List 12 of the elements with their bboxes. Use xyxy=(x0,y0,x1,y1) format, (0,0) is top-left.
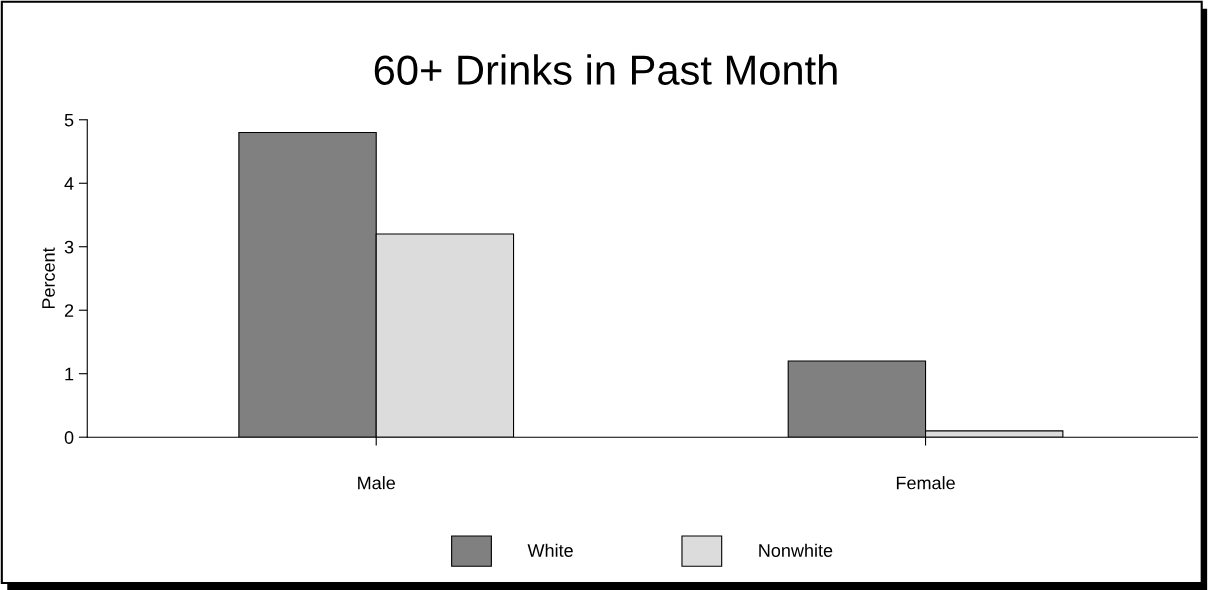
y-tick-label: 4 xyxy=(64,177,74,190)
legend-label: White xyxy=(527,543,573,557)
y-tick-label: 5 xyxy=(64,113,74,127)
y-tick-label: 2 xyxy=(64,304,74,317)
y-tick-label: 3 xyxy=(64,240,74,254)
chart-title: 60+ Drinks in Past Month xyxy=(374,54,837,85)
x-tick-label: Female xyxy=(896,476,955,490)
y-tick-label: 0 xyxy=(64,431,74,444)
legend-label: Nonwhite xyxy=(759,543,833,557)
y-axis-title: Percent xyxy=(42,247,55,309)
x-tick-label: Male xyxy=(358,476,395,490)
y-tick-label: 1 xyxy=(65,367,74,381)
